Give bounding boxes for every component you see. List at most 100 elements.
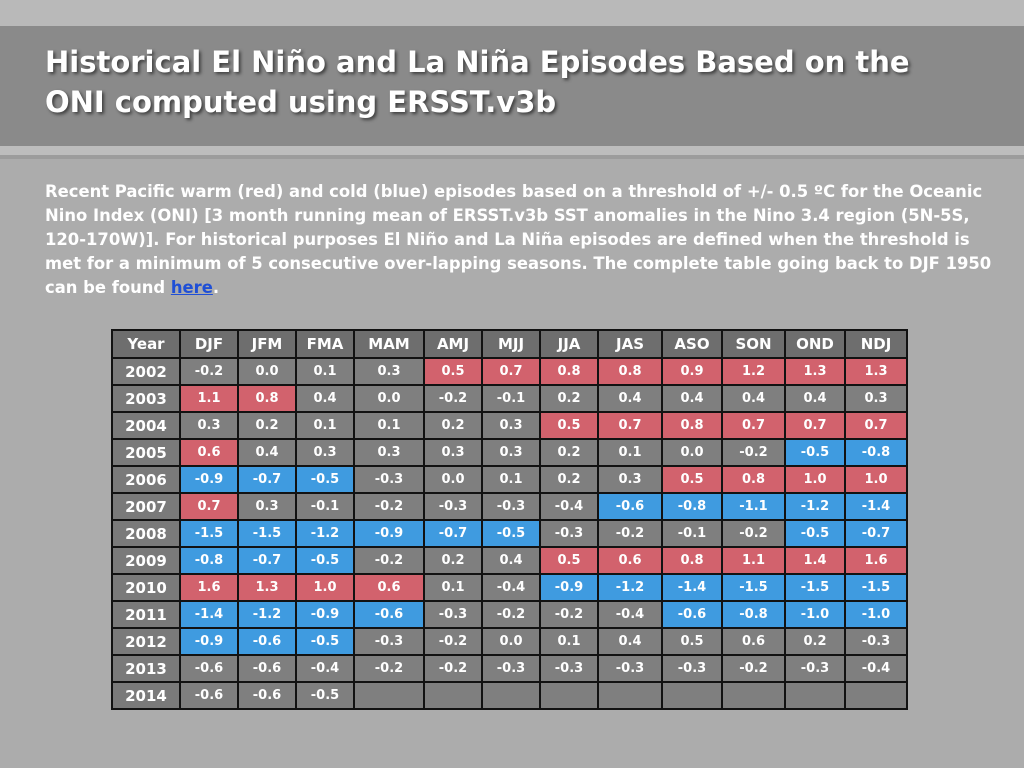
cold-episode-cell: -0.6 [353, 600, 425, 629]
cold-episode-cell: -1.5 [844, 573, 908, 602]
year-cell: 2002 [111, 357, 181, 386]
neutral-cell: 0.0 [661, 438, 723, 467]
cold-episode-cell: -0.9 [179, 465, 239, 494]
warm-episode-cell: 0.7 [784, 411, 846, 440]
table-row: 2014 -0.6 -0.6 -0.5 [111, 681, 908, 710]
table-row: 2003 1.1 0.8 0.4 0.0 -0.2 -0.1 0.2 0.4 0.4 0.4 0.4 0… [111, 384, 908, 413]
table-row: 2008 -1.5 -1.5 -1.2 -0.9 -0.7 -0.5 -0.3 -0.2 -0.1… [111, 519, 908, 548]
neutral-cell: -0.3 [844, 627, 908, 656]
cold-episode-cell: -1.5 [721, 573, 786, 602]
neutral-cell: 0.4 [237, 438, 297, 467]
cold-episode-cell: -0.6 [661, 600, 723, 629]
cold-episode-cell: -0.9 [539, 573, 599, 602]
neutral-cell: -0.6 [179, 681, 239, 710]
cold-episode-cell: -1.5 [179, 519, 239, 548]
year-cell: 2007 [111, 492, 181, 521]
cold-episode-cell: -0.8 [844, 438, 908, 467]
warm-episode-cell: 0.8 [661, 411, 723, 440]
year-cell: 2010 [111, 573, 181, 602]
neutral-cell: 0.1 [353, 411, 425, 440]
cold-episode-cell: -0.7 [844, 519, 908, 548]
warm-episode-cell: 0.8 [237, 384, 297, 413]
cold-episode-cell: -0.7 [237, 546, 297, 575]
cold-episode-cell: -1.2 [597, 573, 663, 602]
warm-episode-cell: 1.3 [844, 357, 908, 386]
warm-episode-cell: 0.7 [721, 411, 786, 440]
warm-episode-cell: 1.4 [784, 546, 846, 575]
warm-episode-cell: 1.6 [844, 546, 908, 575]
cold-episode-cell: -1.2 [237, 600, 297, 629]
table-row: 2005 0.6 0.4 0.3 0.3 0.3 0.3 0.2 0.1 0.0 -0.2 -0.5-… [111, 438, 908, 467]
neutral-cell: 0.3 [844, 384, 908, 413]
year-cell: 2006 [111, 465, 181, 494]
here-link[interactable]: here [170, 278, 213, 297]
neutral-cell: 0.4 [784, 384, 846, 413]
neutral-cell: -0.2 [481, 600, 541, 629]
neutral-cell: 0.3 [481, 438, 541, 467]
neutral-cell: -0.2 [423, 627, 483, 656]
cold-episode-cell: -0.5 [295, 627, 355, 656]
neutral-cell: -0.6 [179, 654, 239, 683]
table-row: 2011 -1.4 -1.2 -0.9 -0.6 -0.3 -0.2 -0.2 -0.4 -0.6… [111, 600, 908, 629]
slide-title: Historical El Niño and La Niña Episodes … [45, 42, 1005, 122]
table-row: 2012 -0.9 -0.6 -0.5 -0.3 -0.2 0.0 0.1 0.4 0.5 0.6 0… [111, 627, 908, 656]
neutral-cell: -0.3 [539, 654, 599, 683]
neutral-cell: 0.4 [597, 384, 663, 413]
title-band [0, 26, 1024, 146]
neutral-cell: -0.2 [353, 654, 425, 683]
neutral-cell: 0.0 [423, 465, 483, 494]
neutral-cell: 0.3 [353, 438, 425, 467]
neutral-cell: -0.4 [597, 600, 663, 629]
warm-episode-cell: 0.6 [179, 438, 239, 467]
title-separator-shadow [0, 155, 1024, 159]
neutral-cell: -0.5 [295, 681, 355, 710]
warm-episode-cell: 0.7 [597, 411, 663, 440]
neutral-cell: -0.3 [661, 654, 723, 683]
year-cell: 2008 [111, 519, 181, 548]
neutral-cell: 0.2 [784, 627, 846, 656]
neutral-cell: -0.2 [597, 519, 663, 548]
column-header-son: SON [721, 329, 786, 359]
neutral-cell: 0.2 [237, 411, 297, 440]
warm-episode-cell: 1.1 [179, 384, 239, 413]
neutral-cell: -0.3 [597, 654, 663, 683]
cold-episode-cell: -1.0 [784, 600, 846, 629]
neutral-cell: -0.3 [423, 600, 483, 629]
column-header-jas: JAS [597, 329, 663, 359]
neutral-cell: -0.2 [353, 492, 425, 521]
neutral-cell: 0.3 [353, 357, 425, 386]
neutral-cell: 0.2 [539, 465, 599, 494]
empty-cell [661, 681, 723, 710]
neutral-cell: 0.1 [423, 573, 483, 602]
neutral-cell: 0.3 [597, 465, 663, 494]
year-cell: 2013 [111, 654, 181, 683]
year-cell: 2009 [111, 546, 181, 575]
cold-episode-cell: -1.0 [844, 600, 908, 629]
table-row: 2009 -0.8 -0.7 -0.5 -0.2 0.2 0.4 0.5 0.6 0.8 1.1 1.… [111, 546, 908, 575]
oni-table-header: Year DJF JFM FMA MAM AMJ MJJ JJA JAS ASO SON OND NDJ [111, 329, 908, 359]
cold-episode-cell: -0.9 [179, 627, 239, 656]
neutral-cell: 0.2 [539, 384, 599, 413]
neutral-cell: -0.2 [179, 357, 239, 386]
neutral-cell: -0.1 [481, 384, 541, 413]
cold-episode-cell: -0.5 [481, 519, 541, 548]
neutral-cell: 0.6 [721, 627, 786, 656]
empty-cell [481, 681, 541, 710]
cold-episode-cell: -0.7 [237, 465, 297, 494]
neutral-cell: 0.3 [423, 438, 483, 467]
column-header-amj: AMJ [423, 329, 483, 359]
column-header-mam: MAM [353, 329, 425, 359]
cold-episode-cell: -1.2 [784, 492, 846, 521]
neutral-cell: 0.5 [661, 627, 723, 656]
neutral-cell: 0.1 [539, 627, 599, 656]
oni-table: Year DJF JFM FMA MAM AMJ MJJ JJA JAS ASO SON OND NDJ… [111, 329, 908, 710]
neutral-cell: -0.1 [295, 492, 355, 521]
warm-episode-cell: 0.6 [353, 573, 425, 602]
warm-episode-cell: 0.5 [539, 411, 599, 440]
warm-episode-cell: 1.0 [844, 465, 908, 494]
empty-cell [423, 681, 483, 710]
neutral-cell: -0.2 [423, 384, 483, 413]
cold-episode-cell: -1.4 [179, 600, 239, 629]
warm-episode-cell: 1.0 [295, 573, 355, 602]
neutral-cell: 0.1 [295, 411, 355, 440]
